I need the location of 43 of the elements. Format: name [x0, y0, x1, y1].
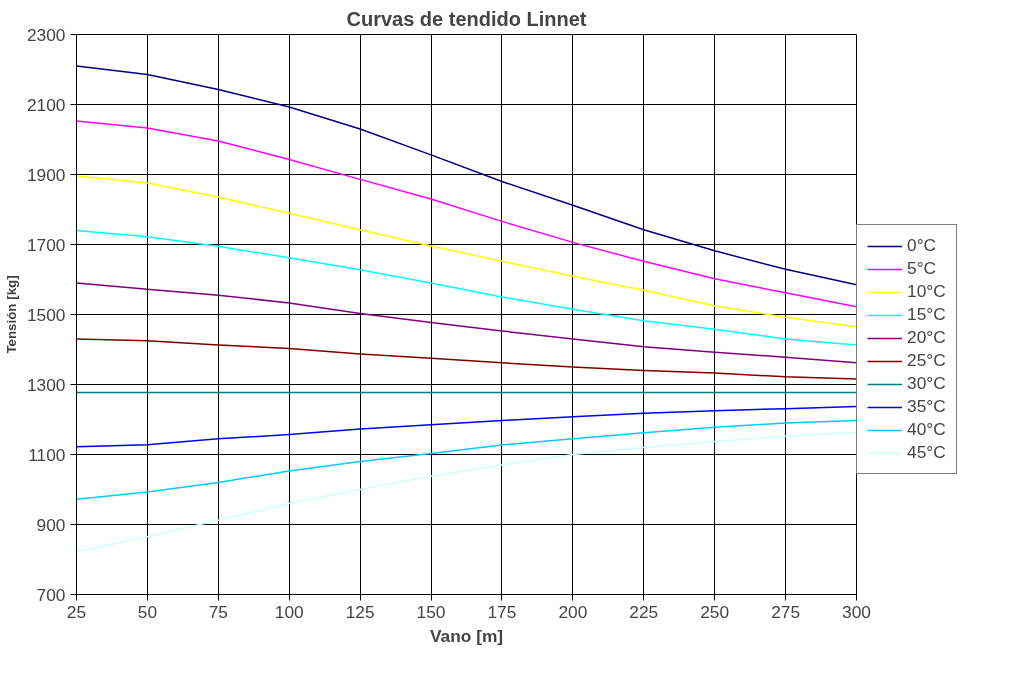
- legend-label: 40°C: [907, 419, 946, 440]
- line-series: [76, 338, 857, 380]
- line-series: [76, 405, 857, 448]
- x-tick-label: 250: [700, 601, 730, 622]
- x-tick-label: 225: [629, 601, 659, 622]
- line-series: [76, 65, 857, 286]
- line-series: [76, 282, 857, 364]
- y-tick-label: 1100: [28, 444, 66, 465]
- legend-label: 45°C: [907, 442, 946, 463]
- x-tick-label: 125: [345, 601, 375, 622]
- legend-label: 30°C: [907, 373, 946, 394]
- y-tick-label: 1900: [26, 164, 66, 185]
- legend-label: 20°C: [907, 327, 946, 348]
- legend-label: 0°C: [907, 235, 937, 256]
- chart-title: Curvas de tendido Linnet: [346, 7, 587, 30]
- legend-label: 5°C: [907, 258, 937, 279]
- y-tick-label: 900: [36, 514, 66, 535]
- line-series: [76, 431, 857, 553]
- x-tick-label: 75: [208, 601, 228, 622]
- x-tick-label: 200: [558, 601, 588, 622]
- y-tick-label: 1300: [26, 374, 66, 395]
- y-axis-title: Tensión [kg]: [3, 275, 19, 354]
- x-tick-label: 275: [771, 601, 801, 622]
- line-series: [76, 419, 857, 501]
- x-tick-label: 100: [274, 601, 304, 622]
- line-series: [76, 229, 857, 346]
- x-tick-label: 25: [66, 601, 87, 622]
- x-axis-title: Vano [m]: [429, 625, 504, 646]
- x-tick-label: 175: [487, 601, 517, 622]
- x-tick-label: 50: [137, 601, 158, 622]
- line-series: [76, 175, 857, 328]
- line-series: [76, 120, 857, 308]
- legend-label: 15°C: [907, 304, 946, 325]
- x-tick-label: 150: [416, 601, 446, 622]
- y-tick-label: 2100: [26, 94, 66, 115]
- x-tick-label: 300: [842, 601, 871, 622]
- legend-label: 25°C: [907, 350, 946, 371]
- legend-label: 35°C: [907, 396, 946, 417]
- y-tick-label: 2300: [26, 24, 66, 45]
- y-tick-label: 1700: [26, 234, 66, 255]
- y-tick-label: 1500: [26, 304, 66, 325]
- y-tick-label: 700: [36, 584, 66, 605]
- legend-label: 10°C: [907, 281, 946, 302]
